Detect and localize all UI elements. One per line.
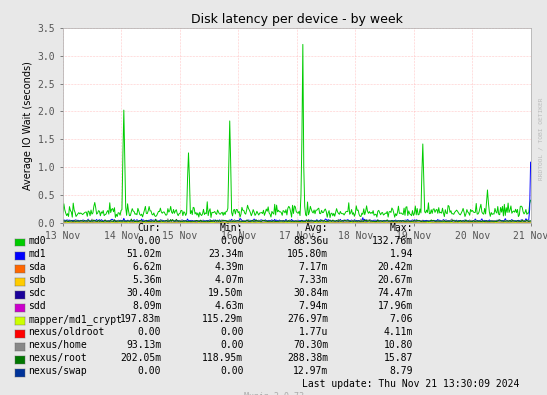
Text: 118.95m: 118.95m bbox=[202, 354, 243, 363]
Text: mapper/md1_crypt: mapper/md1_crypt bbox=[28, 314, 123, 325]
Text: 0.00: 0.00 bbox=[220, 367, 243, 376]
Text: sdc: sdc bbox=[28, 288, 46, 298]
Text: 0.00: 0.00 bbox=[220, 340, 243, 350]
Text: nexus/oldroot: nexus/oldroot bbox=[28, 327, 105, 337]
Text: 197.83m: 197.83m bbox=[120, 314, 161, 324]
Text: 1.94: 1.94 bbox=[389, 249, 413, 259]
Text: 20.67m: 20.67m bbox=[378, 275, 413, 285]
Text: 19.50m: 19.50m bbox=[208, 288, 243, 298]
Text: sdd: sdd bbox=[28, 301, 46, 311]
Text: 4.11m: 4.11m bbox=[383, 327, 413, 337]
Text: 4.39m: 4.39m bbox=[214, 262, 243, 272]
Text: nexus/root: nexus/root bbox=[28, 354, 87, 363]
Text: sda: sda bbox=[28, 262, 46, 272]
Text: 17.96m: 17.96m bbox=[378, 301, 413, 311]
Text: 132.76m: 132.76m bbox=[372, 236, 413, 246]
Text: 51.02m: 51.02m bbox=[126, 249, 161, 259]
Text: 202.05m: 202.05m bbox=[120, 354, 161, 363]
Text: 30.84m: 30.84m bbox=[293, 288, 328, 298]
Title: Disk latency per device - by week: Disk latency per device - by week bbox=[191, 13, 403, 26]
Text: Avg:: Avg: bbox=[305, 223, 328, 233]
Text: Min:: Min: bbox=[220, 223, 243, 233]
Text: nexus/home: nexus/home bbox=[28, 340, 87, 350]
Text: Cur:: Cur: bbox=[138, 223, 161, 233]
Text: md0: md0 bbox=[28, 236, 46, 246]
Text: 7.94m: 7.94m bbox=[299, 301, 328, 311]
Text: 0.00: 0.00 bbox=[138, 327, 161, 337]
Text: 276.97m: 276.97m bbox=[287, 314, 328, 324]
Text: 1.77u: 1.77u bbox=[299, 327, 328, 337]
Text: 4.63m: 4.63m bbox=[214, 301, 243, 311]
Text: 4.07m: 4.07m bbox=[214, 275, 243, 285]
Text: 105.80m: 105.80m bbox=[287, 249, 328, 259]
Text: 7.17m: 7.17m bbox=[299, 262, 328, 272]
Text: RRDTOOL / TOBI OETIKER: RRDTOOL / TOBI OETIKER bbox=[538, 97, 543, 179]
Text: 10.80: 10.80 bbox=[383, 340, 413, 350]
Text: 74.47m: 74.47m bbox=[378, 288, 413, 298]
Text: 93.13m: 93.13m bbox=[126, 340, 161, 350]
Text: 70.30m: 70.30m bbox=[293, 340, 328, 350]
Text: 88.36u: 88.36u bbox=[293, 236, 328, 246]
Text: 12.97m: 12.97m bbox=[293, 367, 328, 376]
Y-axis label: Average IO Wait (seconds): Average IO Wait (seconds) bbox=[24, 61, 33, 190]
Text: 7.06: 7.06 bbox=[389, 314, 413, 324]
Text: 5.36m: 5.36m bbox=[132, 275, 161, 285]
Text: 7.33m: 7.33m bbox=[299, 275, 328, 285]
Text: Last update: Thu Nov 21 13:30:09 2024: Last update: Thu Nov 21 13:30:09 2024 bbox=[302, 380, 520, 389]
Text: 20.42m: 20.42m bbox=[378, 262, 413, 272]
Text: 0.00: 0.00 bbox=[220, 327, 243, 337]
Text: 0.00: 0.00 bbox=[138, 236, 161, 246]
Text: 23.34m: 23.34m bbox=[208, 249, 243, 259]
Text: 6.62m: 6.62m bbox=[132, 262, 161, 272]
Text: 0.00: 0.00 bbox=[220, 236, 243, 246]
Text: sdb: sdb bbox=[28, 275, 46, 285]
Text: Munin 2.0.73: Munin 2.0.73 bbox=[243, 392, 304, 395]
Text: 15.87: 15.87 bbox=[383, 354, 413, 363]
Text: md1: md1 bbox=[28, 249, 46, 259]
Text: 8.09m: 8.09m bbox=[132, 301, 161, 311]
Text: 115.29m: 115.29m bbox=[202, 314, 243, 324]
Text: Max:: Max: bbox=[389, 223, 413, 233]
Text: nexus/swap: nexus/swap bbox=[28, 367, 87, 376]
Text: 30.40m: 30.40m bbox=[126, 288, 161, 298]
Text: 0.00: 0.00 bbox=[138, 367, 161, 376]
Text: 288.38m: 288.38m bbox=[287, 354, 328, 363]
Text: 8.79: 8.79 bbox=[389, 367, 413, 376]
